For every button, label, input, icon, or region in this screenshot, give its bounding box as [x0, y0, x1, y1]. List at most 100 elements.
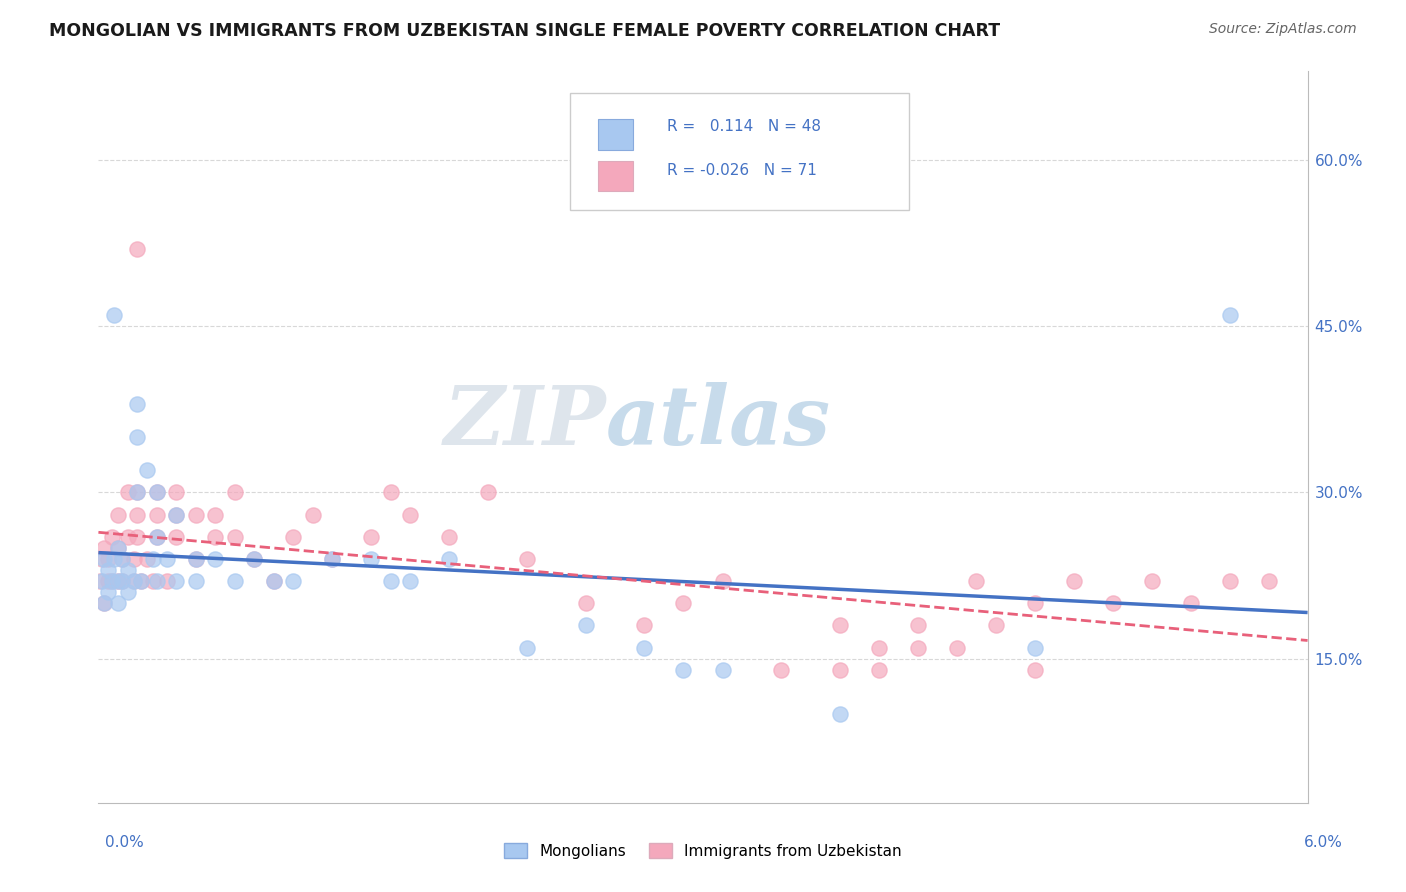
Point: [117, 485, 139, 500]
Point: [945, 640, 967, 655]
Point: [224, 574, 246, 589]
Point: [117, 585, 139, 599]
Point: [146, 485, 169, 500]
Point: [107, 541, 129, 555]
Text: atlas: atlas: [606, 383, 831, 462]
Text: 6.0%: 6.0%: [1303, 836, 1343, 850]
Point: [103, 308, 125, 322]
Point: [1024, 640, 1046, 655]
Point: [184, 552, 207, 566]
Point: [91, 574, 114, 589]
Text: R = -0.026   N = 71: R = -0.026 N = 71: [666, 162, 817, 178]
Point: [984, 618, 1007, 632]
Point: [111, 552, 134, 566]
Point: [907, 640, 929, 655]
Point: [769, 663, 792, 677]
Point: [283, 530, 305, 544]
Point: [1180, 596, 1202, 610]
Point: [91, 552, 114, 566]
Point: [184, 552, 207, 566]
Point: [711, 574, 734, 589]
Point: [146, 485, 169, 500]
Point: [516, 552, 538, 566]
FancyBboxPatch shape: [569, 94, 908, 211]
Point: [868, 663, 890, 677]
Point: [117, 563, 139, 577]
Point: [127, 397, 149, 411]
Point: [516, 640, 538, 655]
Point: [93, 596, 115, 610]
Point: [302, 508, 325, 522]
Point: [204, 552, 226, 566]
Point: [97, 552, 120, 566]
Point: [399, 508, 422, 522]
Point: [97, 563, 120, 577]
Point: [107, 596, 129, 610]
Point: [360, 530, 382, 544]
Point: [672, 663, 695, 677]
Point: [868, 640, 890, 655]
Point: [127, 530, 149, 544]
Point: [122, 574, 145, 589]
Point: [107, 508, 129, 522]
Point: [243, 552, 266, 566]
Point: [103, 552, 125, 566]
Point: [107, 541, 129, 555]
Text: Source: ZipAtlas.com: Source: ZipAtlas.com: [1209, 22, 1357, 37]
Point: [131, 574, 153, 589]
Point: [1219, 574, 1241, 589]
Text: ZIP: ZIP: [444, 383, 606, 462]
Point: [907, 618, 929, 632]
Point: [575, 596, 598, 610]
Point: [399, 574, 422, 589]
Point: [204, 508, 226, 522]
Point: [1024, 596, 1046, 610]
Text: MONGOLIAN VS IMMIGRANTS FROM UZBEKISTAN SINGLE FEMALE POVERTY CORRELATION CHART: MONGOLIAN VS IMMIGRANTS FROM UZBEKISTAN …: [49, 22, 1000, 40]
Point: [142, 574, 165, 589]
Point: [828, 663, 851, 677]
Point: [283, 574, 305, 589]
Point: [360, 552, 382, 566]
Point: [165, 508, 187, 522]
Point: [243, 552, 266, 566]
Point: [156, 574, 179, 589]
Point: [1257, 574, 1279, 589]
Point: [321, 552, 343, 566]
Legend: Mongolians, Immigrants from Uzbekistan: Mongolians, Immigrants from Uzbekistan: [498, 837, 908, 864]
Point: [1063, 574, 1085, 589]
Point: [107, 574, 129, 589]
Point: [146, 574, 169, 589]
Point: [1101, 596, 1123, 610]
Point: [1219, 308, 1241, 322]
Point: [127, 242, 149, 256]
Point: [263, 574, 285, 589]
Point: [89, 574, 111, 589]
Point: [165, 574, 187, 589]
Point: [263, 574, 285, 589]
Point: [321, 552, 343, 566]
Point: [156, 552, 179, 566]
Point: [122, 574, 145, 589]
Point: [965, 574, 987, 589]
Point: [111, 574, 134, 589]
Point: [127, 430, 149, 444]
Point: [101, 530, 124, 544]
Point: [142, 552, 165, 566]
Point: [711, 663, 734, 677]
Point: [380, 574, 402, 589]
Point: [131, 574, 153, 589]
Point: [146, 530, 169, 544]
Point: [93, 596, 115, 610]
Point: [633, 618, 655, 632]
Point: [224, 485, 246, 500]
Point: [127, 508, 149, 522]
Point: [165, 530, 187, 544]
Point: [224, 530, 246, 544]
Point: [672, 596, 695, 610]
Point: [1024, 663, 1046, 677]
Point: [184, 574, 207, 589]
Point: [146, 508, 169, 522]
Point: [477, 485, 499, 500]
Point: [1140, 574, 1163, 589]
Text: R =   0.114   N = 48: R = 0.114 N = 48: [666, 119, 821, 134]
